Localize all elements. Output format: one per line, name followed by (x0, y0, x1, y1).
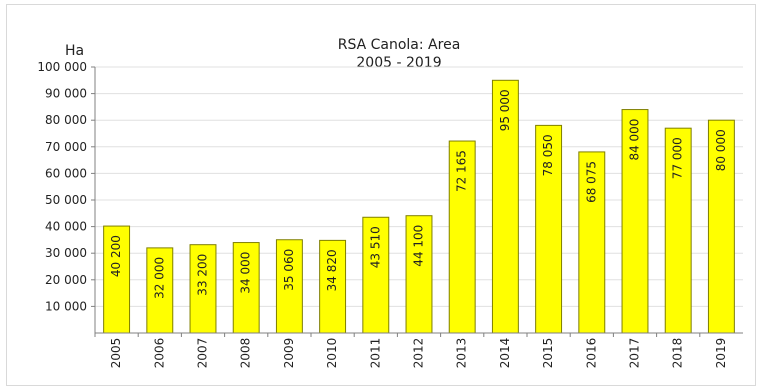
bar-2017 (621, 109, 649, 334)
x-tick-label-2015: 2015 (541, 338, 555, 369)
data-label-2018: 77 000 (671, 137, 685, 179)
data-label-2014: 95 000 (498, 89, 512, 131)
data-label-2012: 44 100 (412, 225, 426, 267)
axes (94, 67, 743, 334)
x-tick-label-2018: 2018 (671, 338, 685, 369)
data-label-2006: 32 000 (152, 257, 166, 299)
y-tick-label: 80 000 (45, 113, 87, 127)
data-label-2005: 40 200 (109, 235, 123, 277)
y-tick-label: 90 000 (45, 87, 87, 101)
x-tick-label-2009: 2009 (282, 338, 296, 369)
data-label-2015: 78 050 (541, 134, 555, 176)
y-tick-label: 100 000 (37, 60, 87, 74)
bar-2015 (535, 124, 563, 334)
data-labels: 40 200 32 000 33 200 34 000 35 060 34 820 43 5… (109, 89, 728, 299)
x-axis-ticks: 2005 2006 2007 2008 2009 2010 2011 2012 2013 2014… (94, 333, 728, 369)
x-tick-label-2013: 2013 (455, 338, 469, 369)
bar-2018 (664, 127, 692, 334)
x-tick-label-2011: 2011 (368, 338, 382, 369)
data-label-2013: 72 165 (455, 150, 469, 192)
bar-2009 (275, 239, 303, 334)
data-label-2009: 35 060 (282, 249, 296, 291)
data-label-2008: 34 000 (239, 252, 253, 294)
bar-chart: RSA Canola: Area 2005 - 2019 Ha 10 000 20… (37, 37, 743, 369)
x-tick-label-2017: 2017 (628, 338, 642, 369)
y-tick-label: 20 000 (45, 273, 87, 287)
chart-title: RSA Canola: Area (338, 37, 461, 53)
bar-2019 (707, 119, 735, 334)
bar-2007 (189, 244, 217, 334)
chart-frame: RSA Canola: Area 2005 - 2019 Ha 10 000 20… (6, 4, 756, 386)
data-label-2016: 68 075 (584, 161, 598, 203)
data-label-2011: 43 510 (368, 226, 382, 268)
bars (103, 79, 735, 334)
bar-2005 (103, 225, 131, 334)
x-tick-label-2006: 2006 (152, 338, 166, 369)
x-tick-label-2007: 2007 (196, 338, 210, 369)
bar-2011 (362, 216, 390, 334)
data-label-2010: 34 820 (325, 249, 339, 291)
bar-2012 (405, 215, 433, 334)
x-tick-label-2019: 2019 (714, 338, 728, 369)
x-tick-label-2012: 2012 (412, 338, 426, 369)
y-tick-label: 10 000 (45, 299, 87, 313)
data-label-2019: 80 000 (714, 129, 728, 171)
y-tick-label: 50 000 (45, 193, 87, 207)
y-tick-label: 40 000 (45, 220, 87, 234)
bar-2008 (232, 242, 260, 334)
y-tick-label: 70 000 (45, 140, 87, 154)
y-axis-label: Ha (65, 43, 84, 59)
x-tick-label-2010: 2010 (325, 338, 339, 369)
bar-2006 (146, 247, 174, 334)
bar-2014 (491, 79, 519, 334)
y-axis-ticks: 10 000 20 000 30 000 40 000 50 000 60 000 70 0… (37, 60, 95, 313)
x-tick-label-2008: 2008 (239, 338, 253, 369)
x-tick-label-2014: 2014 (498, 338, 512, 369)
bar-2016 (578, 151, 606, 334)
y-tick-label: 60 000 (45, 166, 87, 180)
x-tick-label-2016: 2016 (584, 338, 598, 369)
bar-2013 (448, 140, 476, 334)
data-label-2017: 84 000 (628, 119, 642, 161)
x-tick-label-2005: 2005 (109, 338, 123, 369)
chart-subtitle: 2005 - 2019 (356, 55, 441, 71)
data-label-2007: 33 200 (196, 254, 210, 296)
y-tick-label: 30 000 (45, 246, 87, 260)
